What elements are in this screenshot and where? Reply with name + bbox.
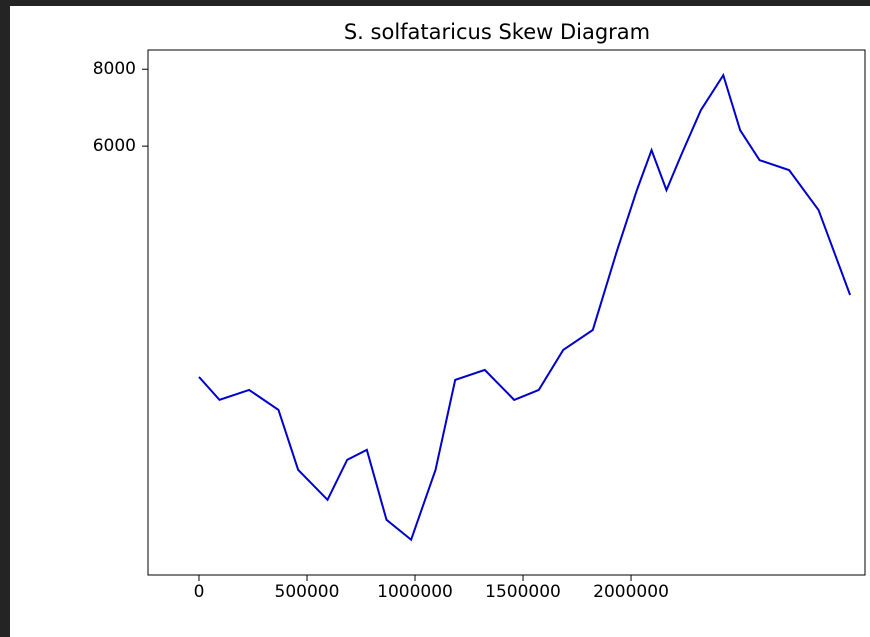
x-tick-label: 0 <box>194 582 205 602</box>
figure-background <box>10 6 870 637</box>
x-tick-label: 1500000 <box>485 582 561 602</box>
y-tick-label: 6000 <box>93 136 136 156</box>
axes-frame <box>147 49 866 576</box>
chart-title: S. solfataricus Skew Diagram <box>344 20 650 44</box>
x-tick-label: 2000000 <box>593 582 669 602</box>
y-tick-label: 8000 <box>93 59 136 79</box>
x-tick-label: 1000000 <box>377 582 453 602</box>
x-tick-label: 500000 <box>275 582 340 602</box>
skew-line <box>198 72 852 542</box>
